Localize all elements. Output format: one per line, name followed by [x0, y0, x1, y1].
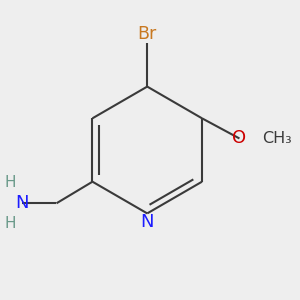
Text: H: H: [4, 216, 16, 231]
Text: H: H: [4, 175, 16, 190]
Text: Br: Br: [138, 26, 157, 44]
Text: N: N: [15, 194, 28, 212]
Text: N: N: [140, 213, 154, 231]
Text: CH₃: CH₃: [262, 131, 292, 146]
Text: O: O: [232, 130, 247, 148]
